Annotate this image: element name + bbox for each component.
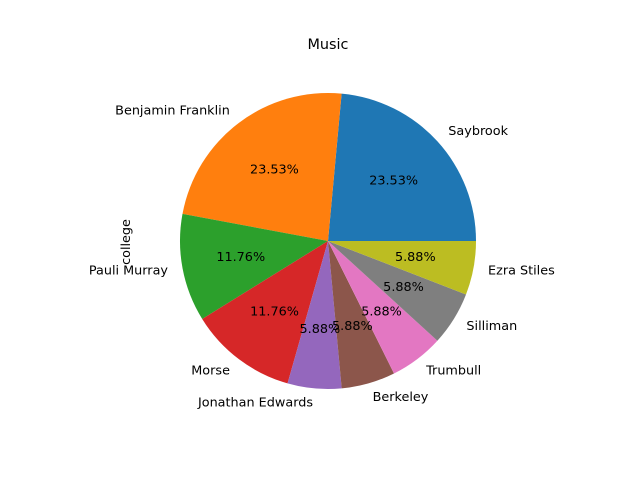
slice-pct-pauli-murray: 11.76% [216,250,265,265]
pie-slice-ezra-stiles [328,241,476,295]
slice-pct-silliman: 5.88% [383,280,424,295]
slice-pct-trumbull: 5.88% [361,304,402,319]
slice-pct-saybrook: 23.53% [369,174,418,189]
pie-labels: Saybrook 23.53% Benjamin Franklin 23.53% Pau… [89,104,555,411]
slice-label-ezra-stiles: Ezra Stiles [488,263,555,278]
slice-pct-berkeley: 5.88% [332,319,373,334]
slice-label-berkeley: Berkeley [373,390,429,405]
slice-pct-morse: 11.76% [250,304,299,319]
pie-slice-trumbull [328,241,438,374]
pie-slice-morse [202,241,328,384]
slice-pct-ezra-stiles: 5.88% [395,250,436,265]
slice-label-trumbull: Trumbull [425,363,481,378]
y-axis-label: college [119,219,134,265]
pie-slice-jonathan-edwards [287,241,342,389]
slice-label-benjamin-franklin: Benjamin Franklin [115,104,230,119]
chart-title: Music [308,37,349,53]
slice-label-saybrook: Saybrook [448,124,508,139]
slice-pct-benjamin-franklin: 23.53% [250,163,299,178]
slice-label-jonathan-edwards: Jonathan Edwards [197,396,313,411]
pie-slice-pauli-murray [180,213,328,319]
pie-slice-berkeley [328,241,394,389]
slice-label-silliman: Silliman [466,319,517,334]
pie-slices [180,93,476,389]
slice-label-morse: Morse [191,363,230,378]
pie-slice-silliman [328,241,467,341]
slice-label-pauli-murray: Pauli Murray [89,264,169,279]
slice-pct-jonathan-edwards: 5.88% [300,322,341,337]
pie-slice-benjamin-franklin [182,93,342,241]
pie-slice-saybrook [328,93,476,242]
